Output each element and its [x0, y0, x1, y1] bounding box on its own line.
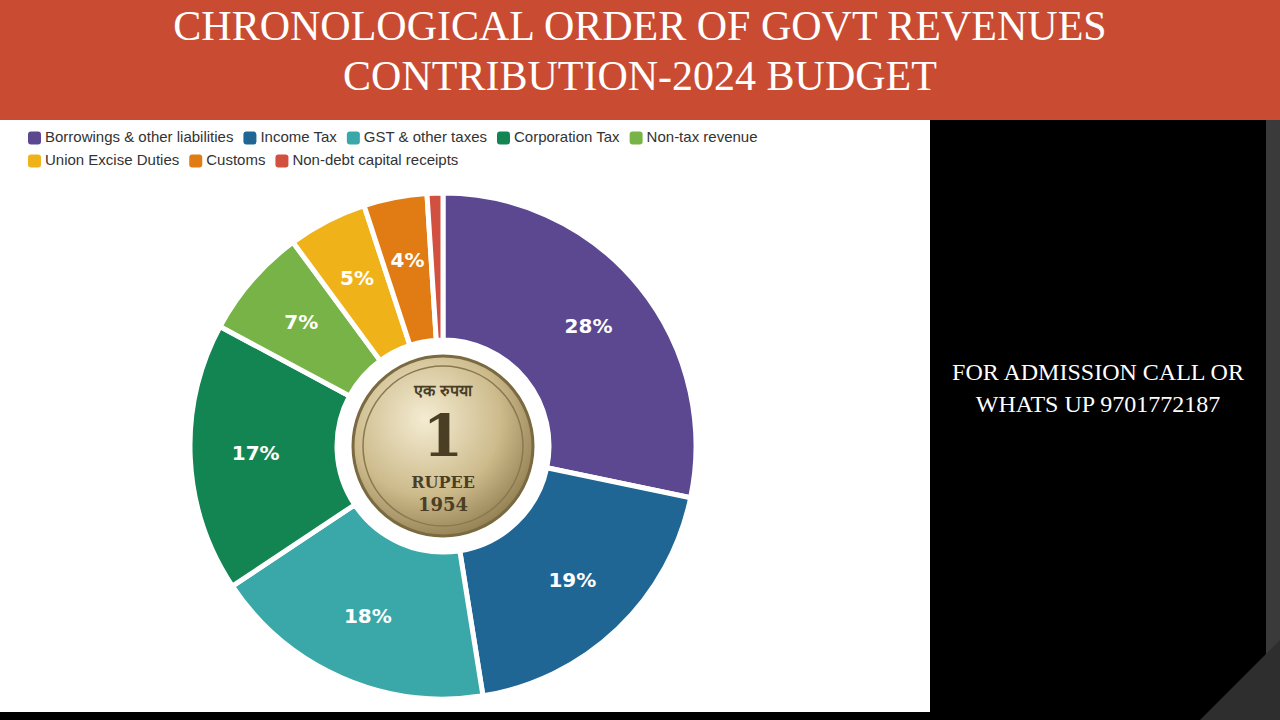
data-label: 19% [548, 568, 596, 592]
legend-label: GST & other taxes [364, 128, 487, 145]
coin-text: एक रुपया [413, 381, 474, 400]
data-label: 7% [284, 310, 318, 334]
legend-label: Non-tax revenue [647, 128, 758, 145]
coin-text: RUPEE [411, 473, 475, 492]
data-label: 18% [344, 604, 392, 628]
side-panel-text: FOR ADMISSION CALL OR WHATS UP 9701772187 [952, 359, 1244, 417]
legend-label: Corporation Tax [514, 128, 620, 145]
side-panel-text-line: FOR ADMISSION CALL OR [952, 359, 1244, 385]
coin-rim [363, 366, 523, 526]
background [0, 0, 1280, 720]
data-label: 28% [565, 314, 613, 338]
coin-text: 1954 [418, 494, 468, 515]
legend-swatch [497, 132, 510, 145]
slices [190, 193, 696, 699]
legend-label: Non-debt capital receipts [292, 151, 458, 168]
data-labels: 28% 19% 18% 17% 7% 5% 4% [232, 248, 613, 628]
data-label: 17% [232, 441, 280, 465]
coin-face [353, 356, 533, 536]
slide: CHRONOLOGICAL ORDER OF GOVT REVENUESCONT… [0, 0, 1280, 720]
title-banner [0, 0, 1280, 120]
legend-swatch [275, 155, 288, 168]
legend-swatch [630, 132, 643, 145]
chart-title-line: CHRONOLOGICAL ORDER OF GOVT REVENUES [173, 3, 1106, 49]
legend-swatch [189, 155, 202, 168]
coin: एक रुपया 1 RUPEE 1954 [353, 356, 533, 536]
data-label: 4% [391, 248, 425, 272]
coin-text: 1 [423, 402, 463, 470]
chart-area [0, 120, 930, 712]
legend-label: Customs [206, 151, 265, 168]
legend-swatch [243, 132, 256, 145]
slice [364, 194, 436, 346]
legend: Borrowings & other liabilities Income Tax… [28, 128, 758, 168]
chart-title-line: CONTRIBUTION-2024 BUDGET [343, 53, 937, 99]
legend-label: Borrowings & other liabilities [45, 128, 233, 145]
slice [427, 193, 443, 340]
legend-label: Income Tax [260, 128, 337, 145]
edge-strip [1266, 120, 1280, 720]
legend-label: Union Excise Duties [45, 151, 179, 168]
chart-title: CHRONOLOGICAL ORDER OF GOVT REVENUESCONT… [173, 3, 1106, 99]
side-panel-text-line: WHATS UP 9701772187 [976, 391, 1220, 417]
legend-swatch [28, 132, 41, 145]
data-label: 5% [340, 266, 374, 290]
corner-deco [1200, 640, 1280, 720]
legend-swatch [347, 132, 360, 145]
legend-swatch [28, 155, 41, 168]
